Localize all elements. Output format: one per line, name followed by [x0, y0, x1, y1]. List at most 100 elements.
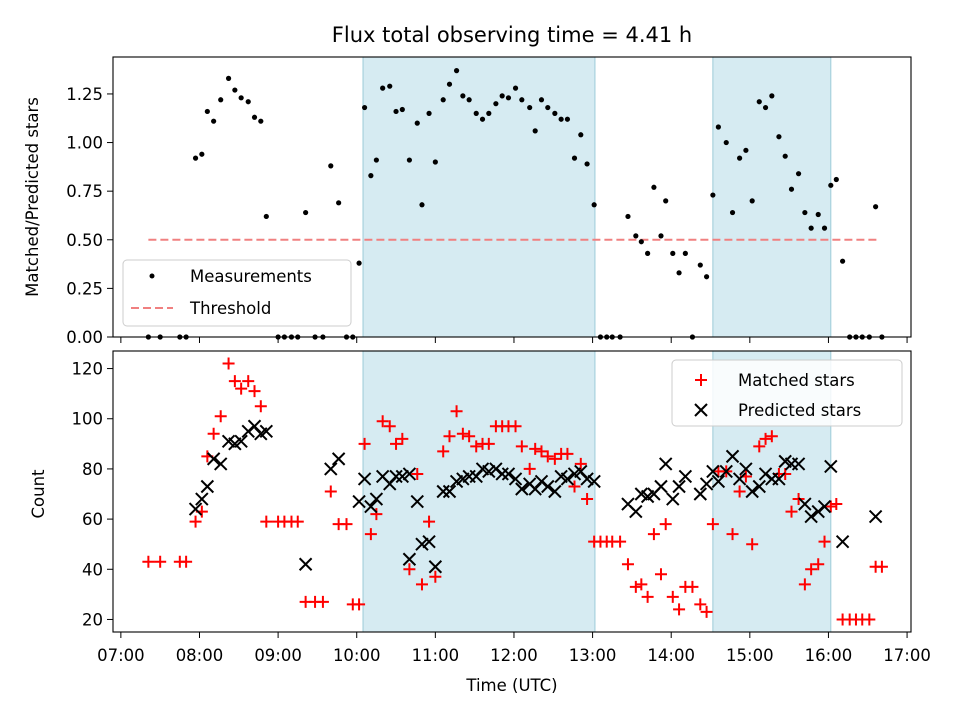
measurement-point — [460, 93, 466, 99]
matched-star-point — [429, 570, 442, 583]
matched-star-point — [706, 518, 719, 531]
measurement-point — [564, 116, 571, 122]
predicted-star-point — [699, 477, 714, 491]
measurement-point — [499, 93, 505, 99]
measurement-point — [218, 97, 224, 103]
predicted-star-point — [745, 484, 759, 499]
measurement-point — [578, 132, 584, 138]
matched-star-point — [396, 432, 409, 445]
xtick-label: 13:00 — [569, 646, 617, 665]
matched-star-point — [383, 420, 396, 433]
measurement-point — [473, 110, 479, 116]
measurement-point — [723, 139, 729, 146]
matched-star-point — [411, 467, 424, 480]
matched-star-point — [248, 385, 261, 398]
measurement-point — [406, 157, 412, 163]
matched-star-point — [222, 357, 235, 370]
matched-star-point — [324, 485, 337, 498]
predicted-star-point — [725, 449, 740, 464]
matched-star-point — [189, 515, 202, 528]
measurement-point — [505, 95, 512, 101]
measurement-point — [625, 213, 631, 220]
bottom-ytick-label: 20 — [82, 610, 103, 629]
predicted-star-point — [706, 464, 720, 479]
predicted-star-point — [298, 557, 313, 571]
predicted-star-point — [541, 479, 555, 494]
xtick-label: 12:00 — [490, 646, 538, 665]
measurement-point — [633, 233, 639, 239]
measurement-point — [808, 225, 814, 231]
matched-star-point — [666, 590, 679, 603]
matched-star-point — [753, 440, 766, 453]
measurement-point — [788, 186, 795, 192]
predicted-star-point — [369, 492, 384, 506]
predicted-star-point — [804, 509, 818, 524]
matched-star-point — [437, 445, 450, 458]
measurement-point — [512, 85, 519, 91]
predicted-star-point — [772, 472, 786, 486]
bottom-ytick-label: 100 — [72, 410, 104, 429]
top-ytick-label: 1.00 — [66, 134, 103, 153]
measurement-point — [527, 104, 533, 111]
measurement-point — [552, 110, 558, 116]
measurement-point — [336, 200, 342, 206]
matched-star-point — [824, 500, 837, 513]
matched-star-point — [370, 508, 383, 521]
predicted-star-point — [587, 474, 601, 489]
top-y-axis-label: Matched/Predicted stars — [23, 97, 42, 297]
matched-star-point — [358, 437, 371, 450]
predicted-star-point — [508, 472, 523, 486]
predicted-star-point — [501, 467, 516, 481]
matched-star-point — [529, 442, 542, 455]
predicted-star-point — [580, 472, 594, 486]
measurement-point — [658, 233, 664, 239]
matched-star-point — [568, 480, 581, 493]
measurement-point — [232, 87, 238, 93]
measurement-point — [584, 161, 590, 167]
measurement-point — [558, 116, 564, 122]
top-y-ticks: 0.00 0.25 0.50 0.75 1.00 1.25 — [66, 85, 113, 347]
top-ytick-label: 0.00 — [66, 328, 103, 347]
top-legend-box — [122, 259, 352, 327]
measurement-point — [532, 128, 538, 134]
predicted-star-point — [629, 504, 643, 519]
predicted-star-point — [442, 484, 457, 499]
matched-star-point — [482, 437, 495, 450]
legend-predicted-label: Predicted stars — [738, 401, 861, 420]
predicted-star-point — [817, 499, 832, 514]
legend-matched-marker — [695, 374, 707, 386]
matched-star-point — [450, 405, 463, 418]
measurement-point — [545, 104, 551, 111]
matched-star-point — [726, 528, 739, 541]
bottom-ytick-label: 80 — [82, 460, 103, 479]
predicted-star-point — [495, 467, 509, 481]
bottom-ytick-label: 40 — [82, 560, 103, 579]
top-x-ticks — [120, 337, 908, 343]
bottom-shaded-interval-1 — [362, 350, 596, 633]
matched-star-point — [228, 375, 241, 388]
predicted-star-point — [389, 469, 403, 484]
xtick-label: 16:00 — [805, 646, 853, 665]
measurement-point — [393, 108, 399, 115]
measurement-point — [795, 171, 802, 177]
matched-star-point — [686, 580, 699, 593]
bottom-plot-area — [142, 357, 888, 626]
measurement-point — [815, 211, 821, 218]
predicted-star-point — [324, 462, 338, 476]
matched-star-point — [746, 538, 759, 551]
measurement-point — [737, 155, 743, 161]
top-ytick-label: 0.50 — [66, 231, 103, 250]
top-legend: Measurements Threshold — [122, 259, 352, 327]
legend-threshold-label: Threshold — [189, 299, 271, 318]
measurement-point — [399, 106, 405, 113]
matched-star-point — [353, 598, 366, 611]
matched-star-point — [654, 568, 667, 581]
measurement-point — [645, 250, 651, 256]
predicted-star-point — [364, 499, 378, 514]
measurement-point — [440, 97, 446, 103]
top-axes-frame — [112, 56, 912, 338]
matched-star-point — [863, 613, 876, 626]
top-ytick-label: 1.25 — [66, 85, 103, 104]
matched-star-point — [733, 485, 746, 498]
predicted-star-point — [672, 479, 686, 494]
